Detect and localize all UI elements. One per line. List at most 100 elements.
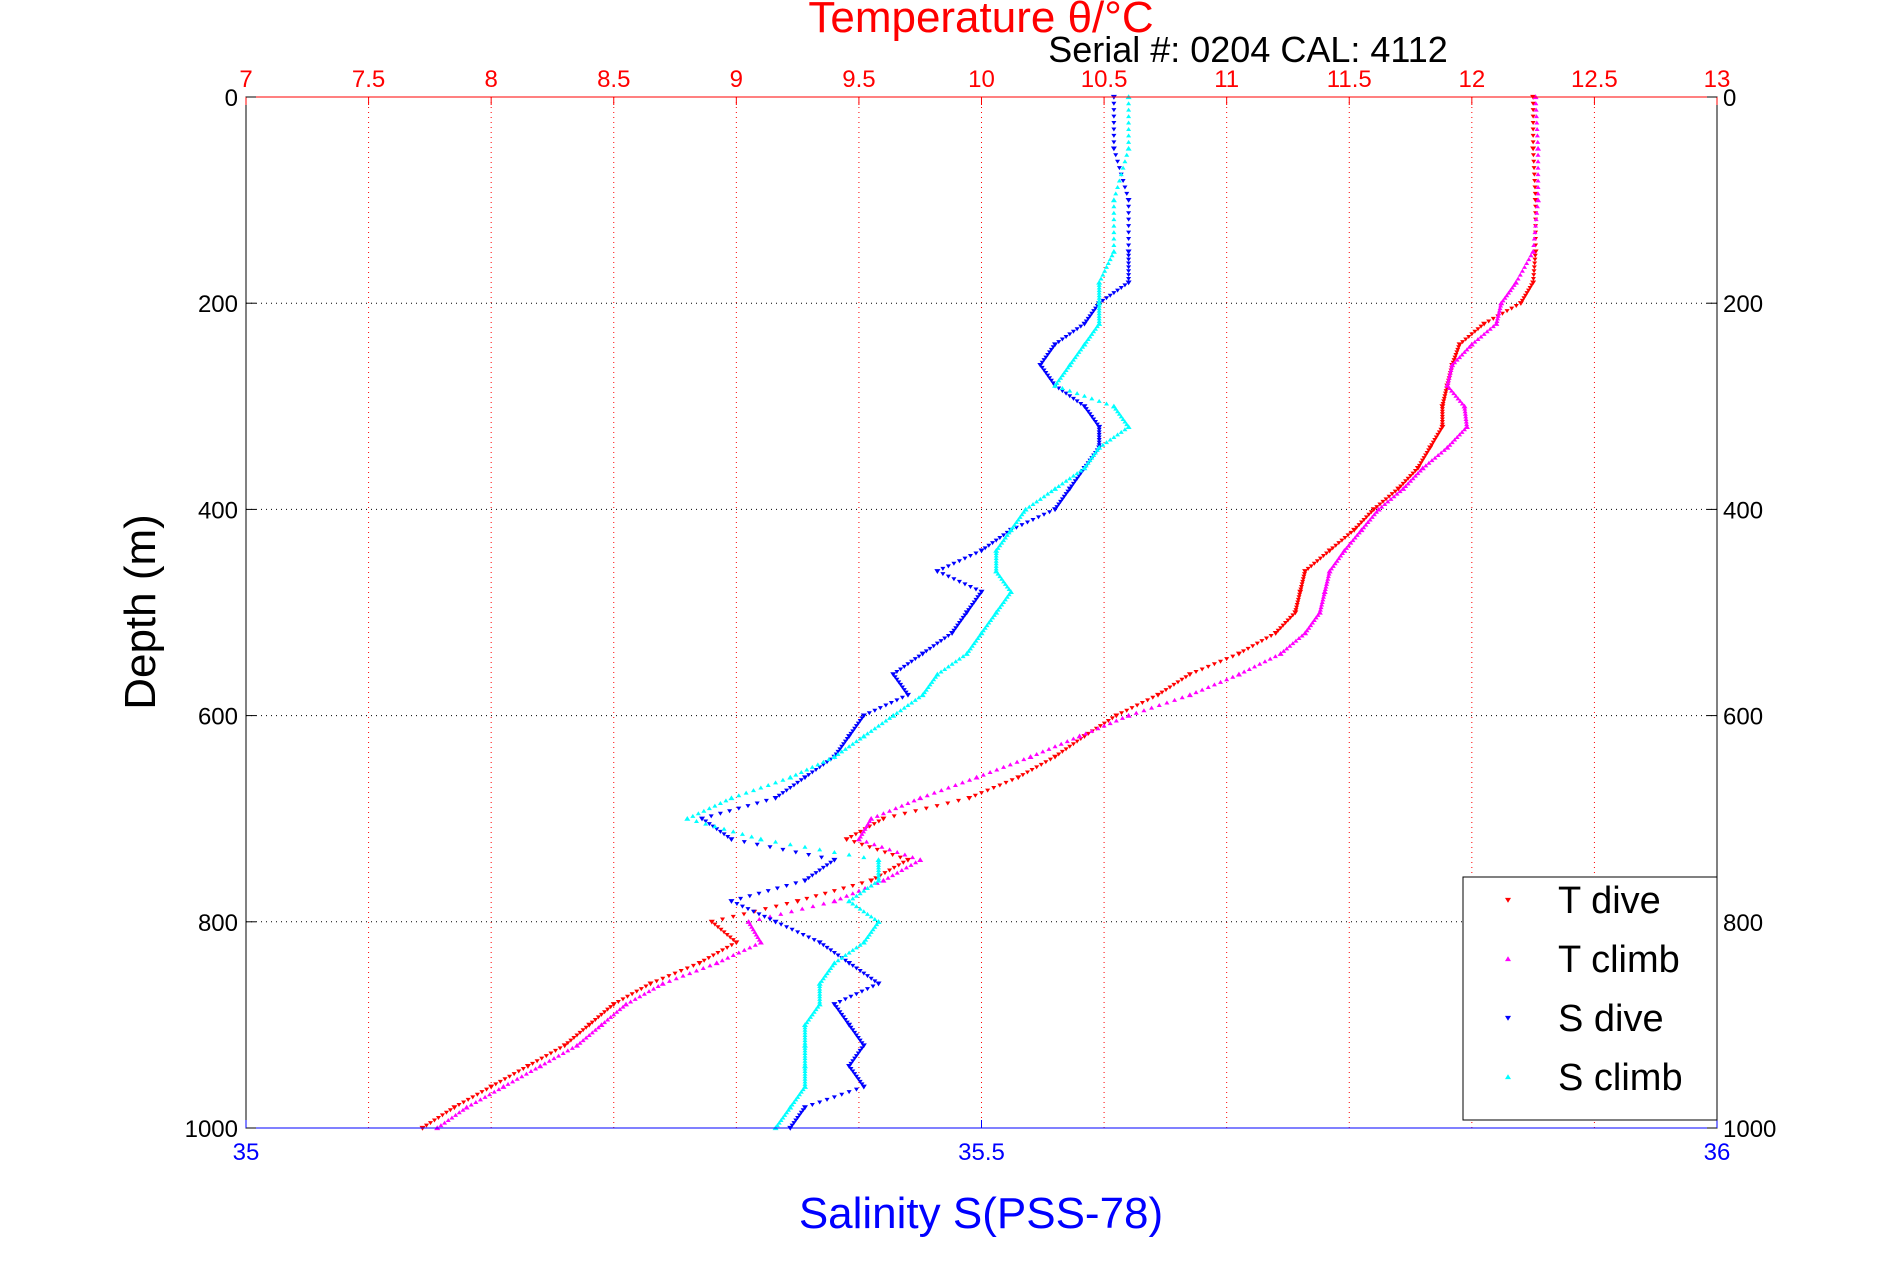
data-point [1015,775,1022,781]
data-point-interp [817,986,823,991]
data-point-interp [1116,411,1122,416]
data-point-interp [1403,479,1409,484]
data-point [1321,589,1328,594]
data-point-interp [793,881,799,886]
data-point [1444,444,1451,450]
data-point-interp [1455,347,1461,352]
data-point-interp [870,984,876,989]
data-point [1444,382,1451,388]
data-point-interp [1089,414,1095,419]
data-point-interp [846,852,852,857]
data-point-interp [749,834,755,839]
data-point-interp [487,1092,493,1097]
data-point-interp [867,819,873,824]
data-point [488,1084,495,1090]
data-point-interp [853,966,859,971]
data-point [860,939,867,945]
data-point-interp [1531,242,1537,247]
data-point-interp [1059,337,1065,342]
data-point [1081,404,1088,409]
data-point-interp [1330,546,1336,551]
data-point-interp [1094,447,1100,452]
data-point-interp [1167,685,1173,690]
data-point-interp [780,847,786,852]
data-point-interp [993,538,999,543]
data-point-interp [1453,353,1459,357]
data-point-interp [822,891,828,896]
data-point-interp [987,770,993,775]
data-point-interp [813,871,819,876]
data-point-interp [934,641,940,646]
data-point-interp [890,873,896,878]
data-point-interp [546,1058,552,1063]
data-point-interp [1295,597,1301,602]
data-point-interp [1527,285,1533,290]
data-point-interp [1076,474,1082,479]
data-point-interp [852,726,858,731]
data-point-interp [1034,752,1040,757]
data-point-interp [824,971,830,976]
data-point-interp [850,891,856,896]
data-point-interp [807,1014,813,1019]
data-point-interp [1313,615,1319,620]
data-point-interp [1452,355,1458,360]
data-point-interp [756,912,762,917]
data-point [816,980,823,986]
data-point-interp [997,605,1003,610]
data-point-interp [802,1030,808,1035]
depth-tick-label-left: 1000 [185,1116,238,1143]
data-point-interp [439,1113,445,1118]
data-point-interp [1056,340,1062,345]
data-point-interp [767,917,773,922]
data-point-interp [817,999,823,1004]
data-point-interp [1333,543,1339,548]
data-point-interp [1534,210,1540,215]
data-point-interp [1498,303,1504,308]
data-point-interp [1087,458,1093,463]
data-point-interp [720,917,726,922]
data-point-interp [905,662,911,667]
data-point-interp [973,597,979,602]
data-point-interp [901,705,907,710]
data-point-interp [1361,517,1367,522]
data-point-interp [902,811,908,816]
data-point [1395,486,1402,492]
data-point-interp [1211,682,1217,687]
data-point-interp [1424,450,1430,455]
data-point [917,857,924,863]
data-point-interp [802,1058,808,1063]
y-axis-title: Depth (m) [116,514,165,710]
data-point-interp [1290,613,1296,618]
data-point-interp [497,1079,503,1084]
data-point-interp [831,950,837,955]
data-point-interp [802,1076,808,1081]
data-point-interp [859,881,865,886]
data-point-interp [940,566,946,571]
data-point-interp [477,1097,483,1102]
data-point-interp [887,847,893,852]
data-point-interp [1433,435,1439,440]
data-point-interp [868,914,874,919]
data-point [1110,197,1117,203]
data-point-interp [828,965,834,970]
data-point-interp [1111,236,1117,241]
data-point-interp [1145,698,1151,703]
data-point-interp [1094,422,1100,427]
data-point [855,836,862,842]
data-point-interp [990,615,996,620]
data-point-interp [1531,269,1537,274]
data-point-interp [1034,499,1040,504]
data-point [1110,248,1117,254]
data-point-interp [431,1118,437,1123]
data-point-interp [1037,496,1043,501]
data-point [1530,280,1537,286]
data-point-interp [605,1007,611,1012]
data-point-interp [736,806,742,811]
data-point-interp [1343,545,1349,550]
data-point-interp [1495,313,1501,318]
data-point-interp [1535,191,1541,196]
data-point-interp [750,927,756,932]
data-point [801,1063,808,1069]
data-point-interp [835,752,841,757]
data-point-interp [857,1048,863,1053]
